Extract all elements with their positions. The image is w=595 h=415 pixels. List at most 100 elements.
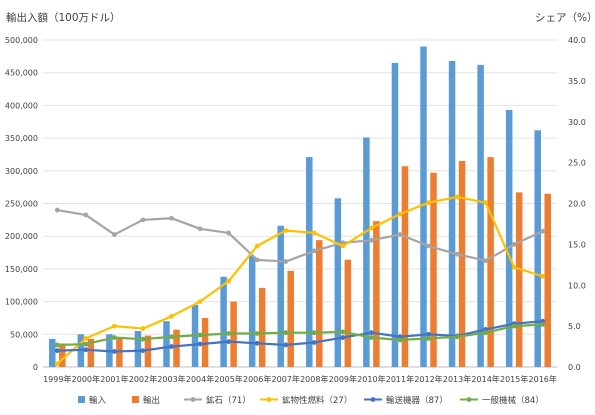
transport-equipment-point (169, 344, 174, 349)
general-machinery-point (340, 329, 346, 335)
x-axis-tick-label: 1999年 (43, 374, 71, 384)
bar-export (258, 287, 266, 367)
bar-export (287, 270, 294, 367)
mineral-fuel-point (511, 264, 517, 270)
bar-import (420, 46, 427, 367)
x-axis-tick-label: 2000年 (72, 374, 100, 384)
general-machinery-point (54, 342, 60, 348)
ore-point (226, 230, 232, 236)
x-axis-tick-label: 2008年 (300, 374, 328, 384)
ore-point (197, 226, 203, 232)
legend-label: 輸入 (89, 395, 107, 406)
mineral-fuel-point (140, 326, 146, 331)
transport-equipment-point (311, 340, 317, 345)
left-axis-title: 輸出入額（100万ドル） (6, 11, 121, 24)
bar-import (534, 130, 541, 367)
legend-marker (266, 397, 272, 402)
mineral-fuel-point (226, 278, 232, 284)
legend-marker (466, 397, 472, 402)
legend-label: 鉱物性燃料（27） (282, 395, 352, 406)
bar-export (401, 166, 409, 367)
legend-label: 鉱石（71） (206, 395, 251, 406)
left-axis-tick-label: 350,000 (5, 134, 38, 143)
x-axis-tick-label: 2014年 (471, 374, 499, 384)
ore-point (140, 217, 146, 223)
bar-import (248, 255, 256, 367)
left-axis-tick-label: 150,000 (5, 265, 38, 274)
ore-point (254, 257, 260, 263)
transport-equipment-point (340, 335, 346, 340)
legend: 輸入 輸出 鉱石（71） 鉱物性燃料（27） 輸送機器（87） 一般機械（84） (78, 395, 544, 406)
general-machinery-point (454, 334, 460, 340)
bar-export (544, 193, 551, 367)
mineral-fuel-point (540, 273, 546, 279)
ore-point (511, 241, 517, 247)
left-axis-tick-label: 50,000 (10, 330, 38, 339)
right-axis-tick-label: 5.0 (568, 322, 581, 331)
bar-import (277, 225, 284, 367)
bar-import (163, 321, 170, 367)
bar-import (391, 62, 399, 367)
x-axis-tick-label: 2012年 (414, 374, 442, 384)
right-axis-tick-label: 35.0 (568, 77, 586, 86)
x-axis-tick-labels: 1999年 2000年 2001年 2002年 2003年 2004年 2005年 2006年… (43, 374, 557, 384)
left-axis-tick-label: 100,000 (5, 298, 38, 307)
bar-import (334, 198, 342, 367)
bar-import (306, 157, 313, 367)
general-machinery-point (111, 335, 117, 340)
general-machinery-point (169, 334, 174, 340)
legend-marker (190, 397, 196, 402)
transport-equipment-point (83, 347, 89, 353)
mineral-fuel-point (311, 230, 317, 236)
ore-point (483, 258, 489, 264)
ore-point (283, 259, 289, 264)
mineral-fuel-point (397, 211, 403, 217)
ore-point (368, 237, 374, 243)
bar-export (144, 335, 152, 367)
mineral-fuel-point (111, 323, 117, 329)
legend-marker (370, 397, 376, 402)
general-machinery-point (540, 322, 546, 327)
right-axis-tick-labels: 0.0 5.0 10.0 15.0 20.0 25.0 30.0 35.0 40.0 (568, 36, 586, 372)
legend-label: 輸送機器（87） (386, 395, 448, 406)
transport-equipment-point (140, 348, 146, 354)
bar-import (134, 331, 142, 367)
legend-item: 輸出 (132, 395, 160, 406)
mineral-fuel-point (426, 200, 431, 206)
mineral-fuel-point (454, 194, 460, 200)
left-axis-tick-label: 300,000 (5, 167, 38, 176)
general-machinery-point (483, 330, 489, 336)
x-axis-tick-label: 2010年 (357, 374, 385, 384)
transport-equipment-point (426, 331, 431, 337)
mineral-fuel-point (254, 243, 260, 249)
right-axis-title: シェア（%） (535, 12, 595, 24)
gridlines (43, 39, 557, 368)
mineral-fuel-point (368, 225, 374, 231)
right-axis-tick-label: 10.0 (568, 281, 586, 290)
mineral-fuel-point (283, 228, 289, 233)
right-axis-tick-label: 15.0 (568, 240, 586, 249)
bar-export (344, 259, 352, 367)
legend-swatch (132, 396, 139, 403)
ore-point (540, 228, 546, 234)
bar-import (477, 64, 484, 368)
bar-export (201, 317, 209, 367)
legend-label: 輸出 (143, 395, 160, 406)
bar-import (505, 109, 513, 367)
x-axis-tick-label: 2013年 (443, 374, 471, 384)
x-axis-tick-label: 2002年 (129, 374, 157, 384)
ore-point (311, 248, 317, 254)
bar-import (49, 338, 56, 367)
mineral-fuel-point (54, 361, 60, 367)
legend-item: 鉱物性燃料（27） (260, 395, 352, 406)
general-machinery-point (83, 341, 89, 347)
general-machinery-line (57, 323, 543, 347)
right-axis-tick-label: 40.0 (568, 36, 586, 45)
bar-export (87, 338, 95, 367)
x-axis-tick-label: 2003年 (157, 374, 185, 384)
ore-point (54, 207, 60, 213)
x-axis-tick-label: 2006年 (243, 374, 271, 384)
bar-export (373, 221, 380, 367)
ore-point (169, 215, 174, 221)
